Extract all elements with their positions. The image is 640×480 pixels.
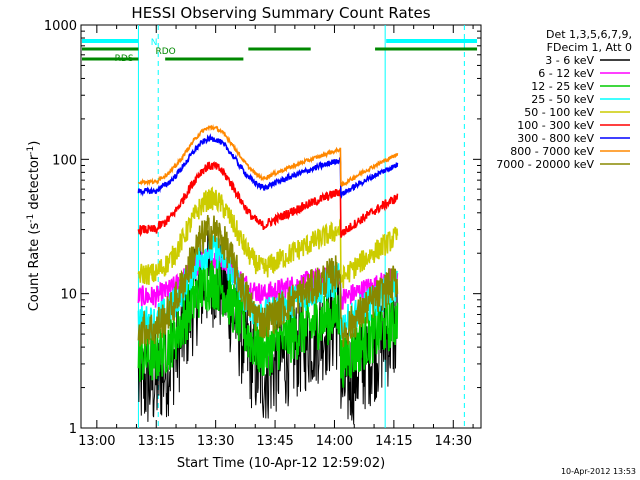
legend-header-0: Det 1,3,5,6,7,9, bbox=[546, 28, 632, 41]
series-line-6 bbox=[137, 133, 399, 200]
x-tick-label-1: 13:15 bbox=[138, 434, 175, 449]
legend-label-5: 100 - 300 keV bbox=[517, 119, 594, 132]
legend-label-7: 800 - 7000 keV bbox=[510, 145, 594, 158]
y-axis-label-part-2: detector bbox=[27, 154, 42, 214]
annotation-RDS: RDS bbox=[115, 54, 134, 64]
axis-ticks: 13:00 13:15 13:30 13:45 14:00 14:15 14:30 1 10 10… bbox=[44, 19, 481, 449]
y-axis-label-part-3: ) bbox=[27, 141, 42, 146]
y-axis-label-sup-1: -1 bbox=[26, 214, 36, 223]
legend-label-2: 12 - 25 keV bbox=[531, 80, 594, 93]
x-tick-label-0: 13:00 bbox=[78, 434, 115, 449]
legend-label-1: 6 - 12 keV bbox=[538, 67, 594, 80]
x-axis-label: Start Time (10-Apr-12 12:59:02) bbox=[177, 456, 385, 471]
y-tick-label-2: 100 bbox=[52, 153, 77, 168]
y-tick-label-0: 1 bbox=[69, 422, 77, 437]
series-line-7 bbox=[137, 124, 399, 188]
legend-label-6: 300 - 800 keV bbox=[517, 132, 594, 145]
annotation-N: N bbox=[151, 38, 158, 48]
x-tick-label-4: 14:00 bbox=[316, 434, 353, 449]
chart-title: HESSI Observing Summary Count Rates bbox=[131, 4, 430, 22]
legend-label-3: 25 - 50 keV bbox=[531, 93, 594, 106]
x-tick-label-2: 13:30 bbox=[197, 434, 234, 449]
x-tick-label-3: 13:45 bbox=[256, 434, 293, 449]
legend-header-1: FDecim 1, Att 0 bbox=[547, 41, 632, 54]
series-line-8 bbox=[137, 215, 399, 348]
y-tick-label-3: 1000 bbox=[44, 19, 77, 34]
x-tick-label-5: 14:15 bbox=[375, 434, 412, 449]
series-lines bbox=[137, 124, 399, 425]
legend: Det 1,3,5,6,7,9,FDecim 1, Att 03 - 6 keV… bbox=[496, 28, 632, 171]
y-axis-label: Count Rate (s-1 detector-1) bbox=[26, 141, 42, 312]
y-axis-label-part-1: Count Rate (s bbox=[27, 223, 42, 312]
annotation-RDO: RDO bbox=[155, 47, 175, 57]
plot-frame bbox=[80, 24, 482, 429]
series-line-5 bbox=[137, 161, 399, 238]
series-line-4 bbox=[137, 186, 399, 289]
legend-label-4: 50 - 100 keV bbox=[524, 106, 594, 119]
legend-label-8: 7000 - 20000 keV bbox=[496, 158, 594, 171]
footer-timestamp: 10-Apr-2012 13:53 bbox=[561, 467, 636, 476]
legend-label-0: 3 - 6 keV bbox=[545, 54, 594, 67]
x-tick-label-6: 14:30 bbox=[435, 434, 472, 449]
y-tick-label-1: 10 bbox=[60, 288, 77, 303]
y-axis-label-sup-2: -1 bbox=[26, 146, 36, 155]
